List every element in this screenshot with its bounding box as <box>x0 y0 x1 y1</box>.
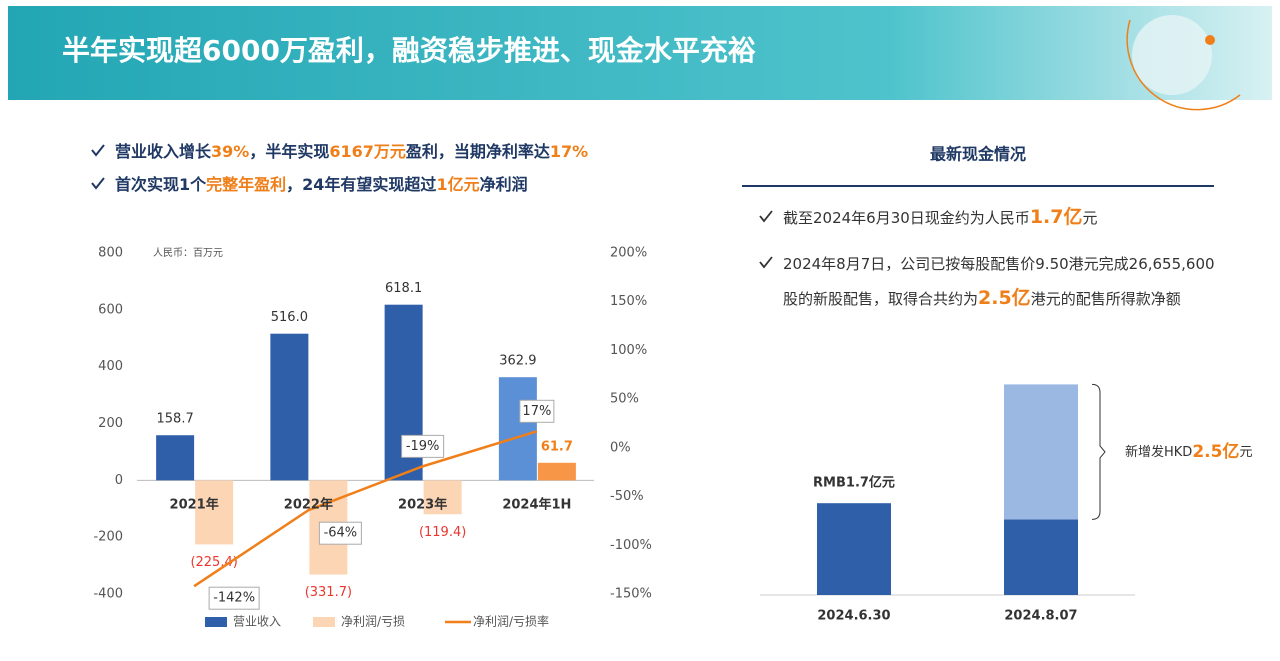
legend-label: 净利润/亏损 <box>341 615 405 629</box>
legend-swatch <box>313 617 335 627</box>
annotation-part: 2.5亿 <box>1192 441 1239 462</box>
y2-tick-label: -150% <box>610 587 652 602</box>
y2-tick-label: 100% <box>610 343 647 358</box>
highlight-text: 1.7亿 <box>1029 206 1083 228</box>
y-tick-label: -400 <box>93 587 123 602</box>
text: 首次实现1个 <box>115 175 207 194</box>
header-banner <box>8 6 1272 100</box>
y2-tick-label: -100% <box>610 538 652 553</box>
notes: 截至2024年6月30日现金约为人民币1.7亿元 2024年8月7日，公司已按每… <box>783 200 1223 328</box>
x-tick-label: 2024.8.07 <box>1004 609 1077 624</box>
text: 港元的配售所得款净额 <box>1030 290 1181 308</box>
highlight-text: 1亿元 <box>436 175 480 194</box>
highlight: 首次实现1个完整年盈利，24年有望实现超过1亿元净利润 <box>115 171 528 195</box>
text: ，24年有望实现超过 <box>286 175 437 194</box>
text: 截至2024年6月30日现金约为人民币 <box>783 209 1030 227</box>
label-box <box>401 434 445 458</box>
data-label: (119.4) <box>419 525 466 540</box>
y2-tick-label: -50% <box>610 489 644 504</box>
highlight-text: 2.5亿 <box>978 287 1031 309</box>
decor-dot <box>1205 35 1215 45</box>
data-label: 17% <box>522 404 551 419</box>
y2-tick-label: 200% <box>610 246 647 261</box>
slide-title: 半年实现超6000万盈利，融资稳步推进、现金水平充裕 <box>62 34 756 67</box>
highlight: 营业收入增长39%，半年实现6167万元盈利，当期净利率达17% <box>115 138 588 162</box>
y-tick-label: 400 <box>98 359 123 374</box>
label-box <box>519 399 555 423</box>
bar <box>537 462 576 481</box>
y-tick-label: 0 <box>115 473 123 488</box>
legend-label: 营业收入 <box>233 615 281 629</box>
data-label: 618.1 <box>385 281 422 296</box>
data-label: -142% <box>213 591 255 606</box>
annotation: 新增发HKD2.5亿元 <box>1125 441 1252 462</box>
bar <box>498 377 537 481</box>
note: 2024年8月7日，公司已按每股配售价9.50港元完成26,655,600股的新… <box>783 247 1223 316</box>
decor-arc <box>1126 19 1241 111</box>
y2-tick-label: 0% <box>610 440 631 455</box>
data-label: (331.7) <box>305 585 352 600</box>
highlight-text: 6167万元 <box>329 142 406 161</box>
text: ，半年实现 <box>249 142 330 161</box>
highlight-text: 17% <box>549 142 589 161</box>
x-tick-label: 2022年 <box>284 497 333 513</box>
x-tick-label: 2024.6.30 <box>817 609 890 624</box>
data-label: -19% <box>406 439 440 454</box>
bar <box>270 333 309 481</box>
legend-label: 净利润/亏损率 <box>473 614 549 629</box>
check-icons <box>759 210 773 269</box>
bar-segment <box>1004 384 1078 520</box>
data-label: 516.0 <box>271 310 308 325</box>
highlight-text: 39% <box>211 142 250 161</box>
data-label: 158.7 <box>157 412 194 427</box>
x-tick-label: 2024年1H <box>502 497 571 513</box>
data-label: -64% <box>324 526 358 541</box>
bar <box>195 480 234 545</box>
y-tick-label: -200 <box>93 530 123 545</box>
panel-title: 最新现金情况 <box>930 145 1026 164</box>
check-icons <box>91 144 105 190</box>
label-box <box>208 586 260 610</box>
x-tick-label: 2021年 <box>170 497 219 513</box>
highlight-text: 完整年盈利 <box>206 175 287 194</box>
y-tick-label: 200 <box>98 416 123 431</box>
bar-segment <box>817 503 891 595</box>
legend-swatch <box>205 617 227 627</box>
y-tick-label: 600 <box>98 302 123 317</box>
unit-note: 人民币：百万元 <box>153 247 223 259</box>
text: 元 <box>1082 209 1098 227</box>
x-tick-label: 2023年 <box>398 497 447 513</box>
y2-tick-label: 50% <box>610 392 639 407</box>
decor-globe <box>1132 15 1212 95</box>
data-label: 61.7 <box>541 439 573 454</box>
line <box>193 430 538 588</box>
note: 截至2024年6月30日现金约为人民币1.7亿元 <box>783 200 1223 235</box>
text: 净利润 <box>479 175 528 194</box>
text: 2024年8月7日，公司已按每股配售价9.50港元完成26,655,600股的新… <box>783 255 1215 308</box>
bar <box>423 480 462 515</box>
annotation-part: 新增发HKD <box>1125 443 1192 459</box>
label-box <box>318 521 362 545</box>
bar-segment <box>1004 519 1078 595</box>
annotation-part: 元 <box>1239 444 1252 459</box>
y2-tick-label: 150% <box>610 294 647 309</box>
data-label: 362.9 <box>499 354 536 369</box>
text: 营业收入增长 <box>115 142 212 161</box>
y-tick-label: 800 <box>98 246 123 261</box>
data-label: RMB1.7亿元 <box>813 475 895 491</box>
bracket <box>1091 383 1106 520</box>
text: 盈利，当期净利率达 <box>405 142 550 161</box>
bar <box>156 435 195 481</box>
